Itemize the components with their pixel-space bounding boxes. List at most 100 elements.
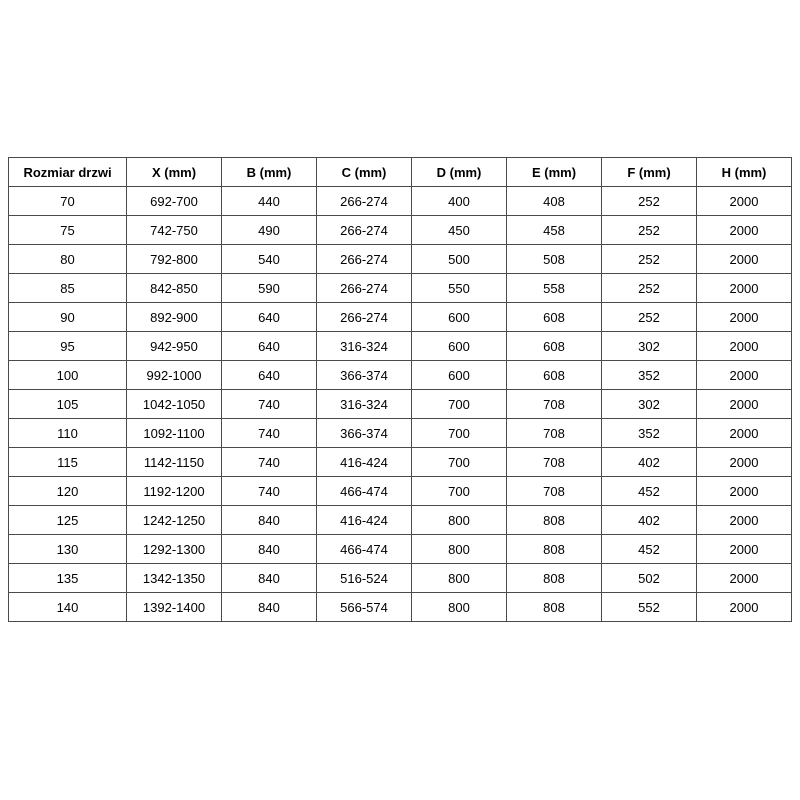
- table-cell: 2000: [696, 447, 792, 477]
- table-cell: 608: [506, 360, 602, 390]
- column-header-e: E (mm): [506, 157, 602, 187]
- table-cell: 740: [221, 418, 317, 448]
- column-header-b: B (mm): [221, 157, 317, 187]
- table-row: 110 1092-1100 740 366-374 700 708 352 2000: [8, 418, 792, 448]
- table-cell: 252: [601, 215, 697, 245]
- table-row: 135 1342-1350 840 516-524 800 808 502 2000: [8, 563, 792, 593]
- table-cell: 600: [411, 331, 507, 361]
- table-cell: 400: [411, 186, 507, 216]
- table-cell: 402: [601, 447, 697, 477]
- table-cell: 1392-1400: [126, 592, 222, 622]
- table-row: 75 742-750 490 266-274 450 458 252 2000: [8, 215, 792, 245]
- door-size-cell: 75: [8, 215, 127, 245]
- column-header-rozmiar: Rozmiar drzwi: [8, 157, 127, 187]
- table-row: 140 1392-1400 840 566-574 800 808 552 2000: [8, 592, 792, 622]
- table-cell: 252: [601, 273, 697, 303]
- door-size-cell: 140: [8, 592, 127, 622]
- table-cell: 840: [221, 592, 317, 622]
- table-cell: 692-700: [126, 186, 222, 216]
- table-row: 105 1042-1050 740 316-324 700 708 302 2000: [8, 389, 792, 419]
- table-cell: 416-424: [316, 505, 412, 535]
- door-size-cell: 125: [8, 505, 127, 535]
- column-header-d: D (mm): [411, 157, 507, 187]
- table-cell: 840: [221, 534, 317, 564]
- table-cell: 800: [411, 592, 507, 622]
- table-cell: 252: [601, 302, 697, 332]
- table-cell: 466-474: [316, 476, 412, 506]
- table-cell: 708: [506, 476, 602, 506]
- table-cell: 708: [506, 447, 602, 477]
- table-cell: 266-274: [316, 186, 412, 216]
- table-cell: 590: [221, 273, 317, 303]
- door-size-cell: 120: [8, 476, 127, 506]
- table-cell: 458: [506, 215, 602, 245]
- table-cell: 600: [411, 360, 507, 390]
- table-cell: 600: [411, 302, 507, 332]
- column-header-h: H (mm): [696, 157, 792, 187]
- table-cell: 352: [601, 360, 697, 390]
- door-size-cell: 115: [8, 447, 127, 477]
- table-cell: 450: [411, 215, 507, 245]
- table-cell: 840: [221, 505, 317, 535]
- table-cell: 2000: [696, 186, 792, 216]
- table-cell: 800: [411, 563, 507, 593]
- table-cell: 1042-1050: [126, 389, 222, 419]
- table-cell: 800: [411, 534, 507, 564]
- table-cell: 708: [506, 389, 602, 419]
- table-cell: 808: [506, 534, 602, 564]
- table-row: 130 1292-1300 840 466-474 800 808 452 2000: [8, 534, 792, 564]
- table-cell: 2000: [696, 563, 792, 593]
- table-cell: 252: [601, 186, 697, 216]
- table-cell: 808: [506, 563, 602, 593]
- table-cell: 740: [221, 447, 317, 477]
- table-cell: 2000: [696, 389, 792, 419]
- table-cell: 1142-1150: [126, 447, 222, 477]
- table-cell: 452: [601, 534, 697, 564]
- door-size-cell: 90: [8, 302, 127, 332]
- table-cell: 408: [506, 186, 602, 216]
- table-row: 115 1142-1150 740 416-424 700 708 402 2000: [8, 447, 792, 477]
- table-row: 120 1192-1200 740 466-474 700 708 452 2000: [8, 476, 792, 506]
- table-cell: 942-950: [126, 331, 222, 361]
- table-cell: 500: [411, 244, 507, 274]
- table-cell: 742-750: [126, 215, 222, 245]
- table-cell: 266-274: [316, 244, 412, 274]
- table-cell: 1342-1350: [126, 563, 222, 593]
- table-body: 70 692-700 440 266-274 400 408 252 2000 75 742-75…: [8, 186, 792, 622]
- table-cell: 640: [221, 360, 317, 390]
- table-cell: 252: [601, 244, 697, 274]
- table-cell: 740: [221, 476, 317, 506]
- table-cell: 992-1000: [126, 360, 222, 390]
- table-cell: 402: [601, 505, 697, 535]
- table-cell: 516-524: [316, 563, 412, 593]
- table-cell: 808: [506, 505, 602, 535]
- table-cell: 2000: [696, 244, 792, 274]
- door-size-cell: 110: [8, 418, 127, 448]
- table-cell: 2000: [696, 418, 792, 448]
- table-cell: 1192-1200: [126, 476, 222, 506]
- table-cell: 640: [221, 331, 317, 361]
- table-cell: 1292-1300: [126, 534, 222, 564]
- door-size-cell: 135: [8, 563, 127, 593]
- table-cell: 700: [411, 418, 507, 448]
- table-cell: 2000: [696, 592, 792, 622]
- table-cell: 550: [411, 273, 507, 303]
- door-size-cell: 100: [8, 360, 127, 390]
- table-cell: 892-900: [126, 302, 222, 332]
- table-cell: 440: [221, 186, 317, 216]
- door-size-cell: 70: [8, 186, 127, 216]
- table-cell: 2000: [696, 215, 792, 245]
- door-size-cell: 80: [8, 244, 127, 274]
- column-header-x: X (mm): [126, 157, 222, 187]
- table-cell: 2000: [696, 273, 792, 303]
- door-size-cell: 105: [8, 389, 127, 419]
- table-cell: 740: [221, 389, 317, 419]
- table-cell: 366-374: [316, 418, 412, 448]
- table-cell: 2000: [696, 331, 792, 361]
- table-cell: 316-324: [316, 331, 412, 361]
- column-header-c: C (mm): [316, 157, 412, 187]
- table-cell: 708: [506, 418, 602, 448]
- table-row: 80 792-800 540 266-274 500 508 252 2000: [8, 244, 792, 274]
- table-cell: 608: [506, 331, 602, 361]
- table-cell: 640: [221, 302, 317, 332]
